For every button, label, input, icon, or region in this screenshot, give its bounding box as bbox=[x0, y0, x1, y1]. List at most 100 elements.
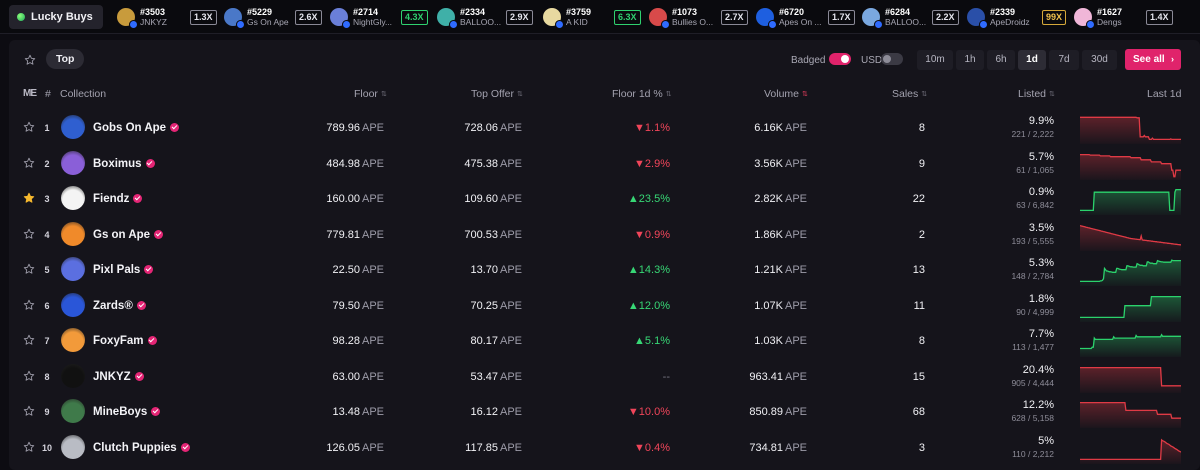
rank: 7 bbox=[44, 336, 50, 346]
sparkline-chart bbox=[1080, 224, 1181, 251]
see-all-button[interactable]: See all › bbox=[1125, 49, 1181, 70]
collection-name[interactable]: Pixl Pals bbox=[93, 264, 154, 276]
badged-toggle[interactable] bbox=[829, 53, 851, 65]
collection-name[interactable]: JNKYZ bbox=[93, 371, 144, 383]
table-row[interactable]: 1 Gobs On Ape 789.96 APE 728.06 APE ▼1.1% 6.16K… bbox=[9, 110, 1200, 145]
collection-name-text: Clutch Puppies bbox=[93, 441, 177, 454]
ticker-item[interactable]: #3503 JNKYZ bbox=[117, 5, 167, 29]
sparkline-line bbox=[1080, 366, 1181, 386]
floor-price-value: 98.28 bbox=[332, 335, 360, 347]
sales-count: 11 bbox=[913, 299, 925, 312]
table-row[interactable]: 2 Boximus 484.98 APE 475.38 APE ▼2.9% 3.56K APE 9… bbox=[9, 146, 1200, 181]
ticker-item[interactable]: #2339 ApeDroidz bbox=[967, 5, 1030, 29]
star-icon[interactable] bbox=[23, 263, 35, 275]
table-row[interactable]: 10 Clutch Puppies 126.05 APE 117.85 APE ▼0.4% 7… bbox=[9, 430, 1200, 465]
tab-top[interactable]: Top bbox=[46, 49, 85, 69]
collection-name[interactable]: Gs on Ape bbox=[93, 229, 164, 241]
listed-count: 905 / 4,444 bbox=[1011, 377, 1054, 388]
star-icon[interactable] bbox=[23, 370, 35, 382]
collection-name[interactable]: MineBoys bbox=[93, 406, 161, 418]
ticker-item[interactable]: #5229 Gs On Ape bbox=[224, 5, 289, 29]
collection-name[interactable]: FoxyFam bbox=[93, 335, 157, 347]
table-row[interactable]: 3 Fiendz 160.00 APE 109.60 APE ▲23.5% 2.82K APE 2… bbox=[9, 181, 1200, 216]
star-icon[interactable] bbox=[23, 121, 35, 133]
verified-badge-icon bbox=[145, 158, 155, 168]
ticker-item[interactable]: #1627 Dengs bbox=[1074, 5, 1122, 29]
col-listed[interactable]: Listed ⇅ bbox=[1018, 88, 1055, 100]
currency-unit: APE bbox=[361, 122, 384, 134]
usd-toggle[interactable] bbox=[881, 53, 903, 65]
collection-avatar bbox=[61, 150, 85, 175]
star-icon[interactable] bbox=[23, 228, 35, 240]
collection-name-text: FoxyFam bbox=[93, 335, 144, 347]
timeframe-30d[interactable]: 30d bbox=[1082, 50, 1117, 70]
verified-badge-icon bbox=[170, 123, 180, 132]
collection-name[interactable]: Clutch Puppies bbox=[93, 442, 190, 454]
col-floor[interactable]: Floor ⇅ bbox=[354, 88, 387, 100]
verified-badge-icon bbox=[147, 336, 157, 345]
star-icon[interactable] bbox=[23, 299, 35, 311]
collection-avatar bbox=[61, 434, 85, 459]
chain-badge-icon bbox=[555, 20, 564, 29]
timeframe-7d[interactable]: 7d bbox=[1049, 50, 1079, 70]
timeframe-10m[interactable]: 10m bbox=[917, 50, 953, 70]
col-volume[interactable]: Volume ⇅ bbox=[764, 88, 808, 100]
listed-count: 193 / 5,555 bbox=[1011, 235, 1054, 246]
star-filled-icon[interactable] bbox=[23, 192, 35, 204]
timeframe-1h[interactable]: 1h bbox=[956, 50, 984, 70]
floor-change: ▼10.0% bbox=[627, 406, 670, 418]
collection-name[interactable]: Fiendz bbox=[93, 193, 143, 205]
verified-badge-icon bbox=[144, 265, 154, 274]
star-icon[interactable] bbox=[23, 405, 35, 417]
sparkline-area bbox=[1080, 402, 1181, 428]
top-offer-value: 53.47 bbox=[470, 370, 498, 383]
star-icon[interactable] bbox=[23, 334, 35, 346]
collection-name[interactable]: Gobs On Ape bbox=[93, 122, 180, 134]
sparkline-area bbox=[1080, 296, 1181, 322]
sparkline-chart bbox=[1080, 153, 1181, 180]
rank: 4 bbox=[44, 229, 50, 240]
ticker-meta: #1627 Dengs bbox=[1097, 7, 1122, 27]
timeframe-6h[interactable]: 6h bbox=[987, 50, 1015, 70]
star-icon[interactable] bbox=[23, 157, 35, 169]
star-icon[interactable] bbox=[23, 441, 35, 453]
col-floor-change[interactable]: Floor 1d % ⇅ bbox=[612, 88, 672, 100]
multiplier-badge: 1.3X bbox=[190, 10, 217, 25]
timeframe-1d[interactable]: 1d bbox=[1018, 50, 1046, 70]
favorites-star-icon[interactable] bbox=[24, 54, 36, 66]
listed-percent: 20.4% bbox=[1022, 363, 1054, 376]
sparkline-chart bbox=[1080, 438, 1181, 464]
sales-count: 2 bbox=[918, 228, 925, 241]
collection-name[interactable]: Zards® bbox=[93, 300, 146, 312]
col-sales[interactable]: Sales ⇅ bbox=[892, 88, 927, 100]
ticker-item[interactable]: #6284 BALLOO... bbox=[862, 5, 926, 29]
collection-avatar bbox=[61, 257, 85, 281]
collection-name[interactable]: Boximus bbox=[93, 158, 155, 170]
ticker-item[interactable]: #2334 BALLOO... bbox=[437, 5, 501, 29]
verified-badge-icon bbox=[180, 442, 190, 452]
table-row[interactable]: 7 FoxyFam 98.28 APE 80.17 APE ▲5.1% 1.03K APE 8 7.… bbox=[9, 323, 1200, 358]
ticker-item[interactable]: #6720 Apes On ... bbox=[756, 5, 822, 29]
lucky-buys-button[interactable]: Lucky Buys bbox=[9, 5, 103, 29]
volume-value: 1.07K bbox=[754, 299, 783, 312]
floor-price: 484.98 APE bbox=[326, 158, 384, 170]
listed-count: 113 / 1,477 bbox=[1012, 342, 1054, 352]
table-row[interactable]: 5 Pixl Pals 22.50 APE 13.70 APE ▲14.3% 1.21K APE… bbox=[9, 252, 1200, 287]
ticker-item[interactable]: #1073 Bullies O... bbox=[649, 5, 713, 29]
listed-percent: 5.7% bbox=[1028, 150, 1054, 163]
listed-percent: 5% bbox=[1038, 434, 1054, 447]
token-id: #1073 bbox=[672, 7, 698, 17]
table-row[interactable]: 4 Gs on Ape 779.81 APE 700.53 APE ▼0.9% 1.86K AP… bbox=[9, 217, 1200, 252]
table-row[interactable]: 6 Zards® 79.50 APE 70.25 APE ▲12.0% 1.07K APE 11 1… bbox=[9, 288, 1200, 323]
table-row[interactable]: 9 MineBoys 13.48 APE 16.12 APE ▼10.0% 850.89 APE… bbox=[9, 394, 1200, 429]
floor-price: 98.28 APE bbox=[332, 335, 384, 347]
col-top-offer[interactable]: Top Offer ⇅ bbox=[471, 88, 523, 100]
ticker-item[interactable]: #2714 NightGly... bbox=[330, 5, 392, 29]
ticker-item[interactable]: #3759 A KID bbox=[543, 5, 591, 29]
floor-price: 22.50 APE bbox=[332, 264, 384, 276]
verified-badge-icon bbox=[133, 194, 143, 203]
sparkline-chart bbox=[1080, 366, 1181, 393]
currency-unit: APE bbox=[784, 228, 807, 241]
collection-avatar bbox=[61, 292, 85, 317]
table-row[interactable]: 8 JNKYZ 63.00 APE 53.47 APE -- 963.41 APE 15 20.4%… bbox=[9, 359, 1200, 394]
